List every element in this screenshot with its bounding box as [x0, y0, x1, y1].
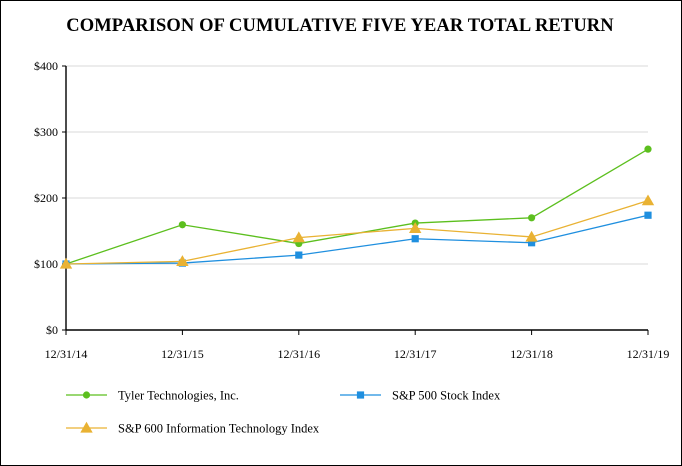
x-tick-label: 12/31/19 — [627, 347, 670, 361]
series-3-line — [65, 200, 649, 265]
y-tick-label: $0 — [46, 323, 58, 337]
series-3-point — [292, 231, 305, 243]
series-2-point — [528, 239, 536, 247]
series-2-point — [644, 211, 652, 219]
axis-layer: $0 $100 $200 $300 $400 12/31/14 12/31/15 12/31/… — [34, 59, 669, 361]
chart-title: COMPARISON OF CUMULATIVE FIVE YEAR TOTAL… — [66, 16, 614, 36]
series-3-point — [525, 230, 538, 242]
x-tick-label: 12/31/16 — [277, 347, 320, 361]
legend-item-1: Tyler Technologies, Inc. — [66, 389, 239, 403]
legend-marker — [82, 391, 91, 399]
series-1-point — [644, 145, 652, 153]
y-tick-label: $100 — [34, 257, 58, 271]
series-1-point — [528, 214, 536, 222]
y-tick-label: $200 — [34, 191, 58, 205]
x-tick-label: 12/31/15 — [161, 347, 204, 361]
legend-marker — [80, 421, 93, 433]
series-2-line — [65, 214, 649, 265]
x-tick-label: 12/31/18 — [510, 347, 553, 361]
series-2-point — [295, 251, 303, 259]
grid-layer — [66, 65, 648, 265]
legend-label: S&P 600 Information Technology Index — [118, 422, 320, 436]
legend-layer: Tyler Technologies, Inc. S&P 500 Stock In… — [66, 389, 501, 436]
series-3-point — [409, 222, 422, 234]
legend-item-3: S&P 600 Information Technology Index — [66, 422, 320, 436]
series-2-point — [411, 235, 419, 243]
series-layer — [59, 145, 655, 269]
series-2 — [62, 211, 652, 268]
series-3-point — [176, 255, 189, 267]
y-tick-label: $300 — [34, 125, 58, 139]
x-tick-label: 12/31/17 — [394, 347, 437, 361]
y-tick-label: $400 — [34, 59, 58, 73]
series-1-point — [178, 221, 186, 229]
series-3 — [59, 194, 655, 269]
legend-label: S&P 500 Stock Index — [392, 389, 501, 403]
legend-label: Tyler Technologies, Inc. — [118, 389, 239, 403]
x-tick-label: 12/31/14 — [45, 347, 88, 361]
legend-marker — [356, 391, 365, 399]
series-3-point — [641, 194, 655, 206]
series-1 — [62, 145, 652, 268]
series-3-point — [59, 257, 73, 269]
legend-item-2: S&P 500 Stock Index — [340, 389, 501, 403]
